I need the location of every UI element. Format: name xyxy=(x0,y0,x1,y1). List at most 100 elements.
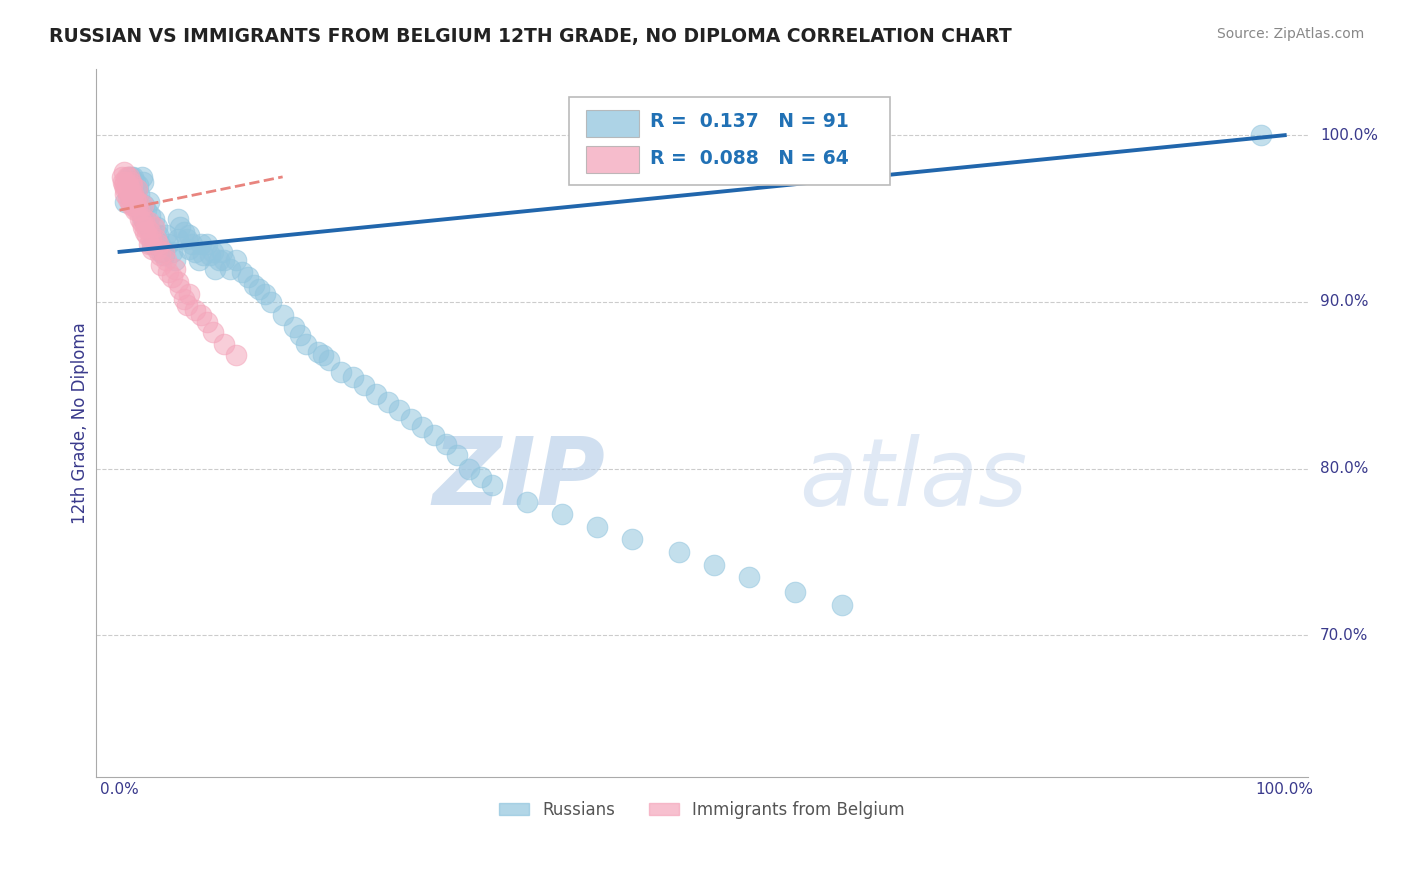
Point xyxy=(219,261,242,276)
Point xyxy=(127,178,149,193)
Point xyxy=(118,169,141,184)
Point xyxy=(117,192,139,206)
Point xyxy=(134,215,156,229)
Point xyxy=(150,244,173,259)
FancyBboxPatch shape xyxy=(586,146,640,173)
Point xyxy=(118,169,141,184)
Point xyxy=(118,194,141,209)
Point xyxy=(122,198,145,212)
Y-axis label: 12th Grade, No Diploma: 12th Grade, No Diploma xyxy=(72,322,89,524)
Point xyxy=(125,181,148,195)
Point xyxy=(283,319,305,334)
Point xyxy=(120,175,142,189)
Point xyxy=(121,178,143,193)
Point xyxy=(195,236,218,251)
Point xyxy=(152,248,174,262)
Text: 90.0%: 90.0% xyxy=(1320,294,1368,310)
Point xyxy=(152,244,174,259)
Point xyxy=(254,286,277,301)
Point xyxy=(139,208,162,222)
Point xyxy=(114,186,136,201)
Point xyxy=(132,211,155,226)
Point xyxy=(155,253,177,268)
Point xyxy=(169,281,191,295)
Point xyxy=(141,242,163,256)
Point xyxy=(125,194,148,209)
Point xyxy=(115,181,138,195)
Point xyxy=(214,253,236,268)
Point xyxy=(176,231,198,245)
Point xyxy=(139,231,162,245)
Point xyxy=(155,228,177,243)
Point xyxy=(143,211,166,226)
Point xyxy=(149,236,172,251)
Point xyxy=(225,253,247,268)
Point xyxy=(200,248,222,262)
Point xyxy=(242,278,264,293)
Point xyxy=(377,395,399,409)
Point xyxy=(1250,128,1272,143)
Point xyxy=(166,231,188,245)
Point xyxy=(204,261,226,276)
Point xyxy=(125,194,148,209)
Point xyxy=(115,169,138,184)
Point xyxy=(138,215,160,229)
Point xyxy=(143,231,166,245)
Point xyxy=(141,236,163,251)
Point xyxy=(129,211,152,226)
Point xyxy=(247,281,270,295)
Point xyxy=(138,236,160,251)
Point xyxy=(295,336,318,351)
Point xyxy=(132,198,155,212)
Point xyxy=(132,175,155,189)
Point xyxy=(423,428,446,442)
Text: R =  0.137   N = 91: R = 0.137 N = 91 xyxy=(650,112,849,131)
Point xyxy=(122,186,145,201)
Point xyxy=(184,244,207,259)
Point xyxy=(411,420,433,434)
Point xyxy=(179,228,201,243)
Point xyxy=(388,403,411,417)
Point xyxy=(738,570,761,584)
Point xyxy=(193,248,215,262)
Point xyxy=(135,203,157,218)
Point xyxy=(157,265,180,279)
Point xyxy=(124,192,146,206)
Text: 100.0%: 100.0% xyxy=(1320,128,1378,143)
Point xyxy=(342,369,364,384)
Point xyxy=(190,236,212,251)
Point xyxy=(214,336,236,351)
Point xyxy=(139,225,162,239)
Point xyxy=(138,194,160,209)
Point xyxy=(134,225,156,239)
Point xyxy=(179,242,201,256)
Text: atlas: atlas xyxy=(799,434,1028,524)
Point xyxy=(132,219,155,234)
Point xyxy=(131,169,153,184)
Point xyxy=(236,269,259,284)
Point xyxy=(173,225,195,239)
Point xyxy=(831,598,853,612)
Point xyxy=(121,192,143,206)
Point xyxy=(120,178,142,193)
Point xyxy=(125,203,148,218)
Point xyxy=(271,308,294,322)
Point xyxy=(231,265,253,279)
Point xyxy=(312,348,335,362)
Point xyxy=(160,269,183,284)
Point xyxy=(481,478,503,492)
Point xyxy=(166,275,188,289)
Point xyxy=(318,353,340,368)
Point xyxy=(128,203,150,218)
Point xyxy=(131,215,153,229)
Point xyxy=(195,315,218,329)
Point xyxy=(146,219,169,234)
Text: ZIP: ZIP xyxy=(432,434,605,525)
Point xyxy=(190,308,212,322)
FancyBboxPatch shape xyxy=(569,97,890,186)
Point xyxy=(146,236,169,251)
Point xyxy=(118,181,141,195)
Point xyxy=(307,344,329,359)
Point xyxy=(329,365,352,379)
Point xyxy=(118,186,141,201)
